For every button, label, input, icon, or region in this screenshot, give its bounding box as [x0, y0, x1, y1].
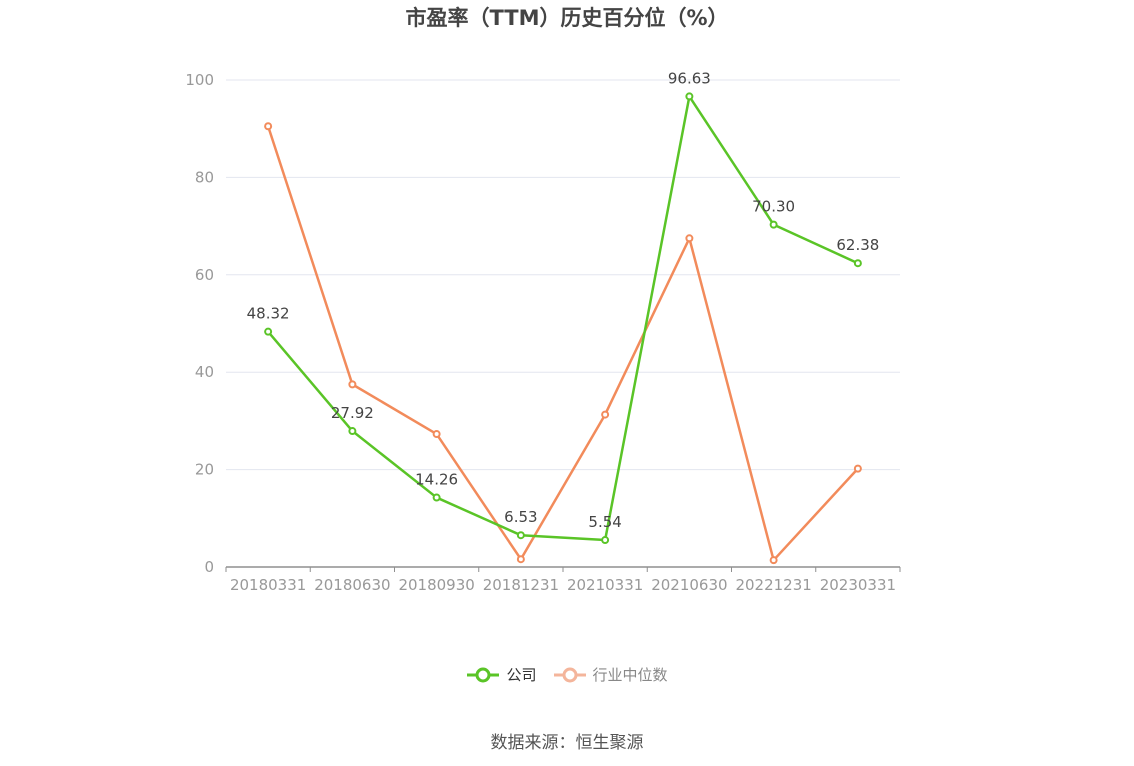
y-tick-label: 80: [195, 168, 214, 186]
x-tick-label: 20230331: [820, 576, 896, 594]
series-line-industry: [266, 125, 859, 562]
data-label: 96.63: [668, 69, 711, 87]
y-tick-label: 100: [185, 71, 214, 89]
x-tick-label: 20221231: [735, 576, 811, 594]
data-point-industry[interactable]: [516, 555, 525, 564]
data-label: 6.53: [504, 508, 537, 526]
y-tick-label: 0: [204, 558, 214, 576]
grid-lines: [226, 79, 900, 471]
data-point-company[interactable]: [264, 327, 273, 336]
y-tick-label: 20: [195, 461, 214, 479]
data-point-industry[interactable]: [348, 380, 357, 389]
data-point-company[interactable]: [348, 427, 357, 436]
x-tick-label: 20210331: [567, 576, 643, 594]
legend-item-company[interactable]: 公司: [466, 664, 537, 685]
series: [264, 92, 862, 565]
x-tick-label: 20180630: [314, 576, 390, 594]
data-point-industry[interactable]: [685, 234, 694, 243]
data-point-company[interactable]: [853, 259, 862, 268]
legend-company-marker-icon: [467, 667, 500, 682]
x-tick-label: 20210630: [651, 576, 727, 594]
x-tick-label: 20180331: [230, 576, 306, 594]
data-labels: 48.32 27.92 14.26 6.53 5.54 96.63 70.30 62.38: [247, 69, 880, 531]
data-label: 14.26: [415, 471, 458, 489]
series-line-company: [267, 95, 859, 542]
axes: 0 20 40 60 80 100 20180331 20180630 20180930 2018…: [185, 71, 901, 594]
legend-company-label: 公司: [506, 666, 537, 684]
y-tick-label: 60: [195, 266, 214, 284]
data-label: 62.38: [836, 236, 879, 254]
data-point-industry[interactable]: [601, 410, 610, 419]
data-point-company[interactable]: [432, 493, 441, 502]
data-point-industry[interactable]: [432, 430, 441, 439]
data-label: 27.92: [331, 404, 374, 422]
chart-title: 市盈率（TTM）历史百分位（%）: [405, 6, 729, 30]
data-point-industry[interactable]: [769, 556, 778, 565]
data-label: 70.30: [752, 198, 795, 216]
data-point-industry[interactable]: [853, 464, 862, 473]
legend-item-industry[interactable]: 行业中位数: [553, 664, 668, 685]
data-label: 48.32: [247, 305, 290, 323]
legend-industry-marker-icon: [553, 667, 586, 682]
legend: 公司 行业中位数: [0, 664, 1134, 685]
x-tick-label: 20180930: [398, 576, 474, 594]
data-point-company[interactable]: [601, 536, 610, 545]
line-chart: 0 20 40 60 80 100 20180331 20180630 20180930 2018…: [185, 69, 901, 594]
data-point-company[interactable]: [685, 92, 694, 101]
legend-industry-label: 行业中位数: [592, 666, 668, 684]
data-source: 数据来源：恒生聚源: [490, 733, 644, 753]
data-point-company[interactable]: [516, 531, 525, 540]
data-label: 5.54: [588, 513, 621, 531]
x-tick-label: 20181231: [483, 576, 559, 594]
y-tick-label: 40: [195, 363, 214, 381]
data-point-industry[interactable]: [264, 122, 273, 131]
data-point-company[interactable]: [769, 220, 778, 229]
